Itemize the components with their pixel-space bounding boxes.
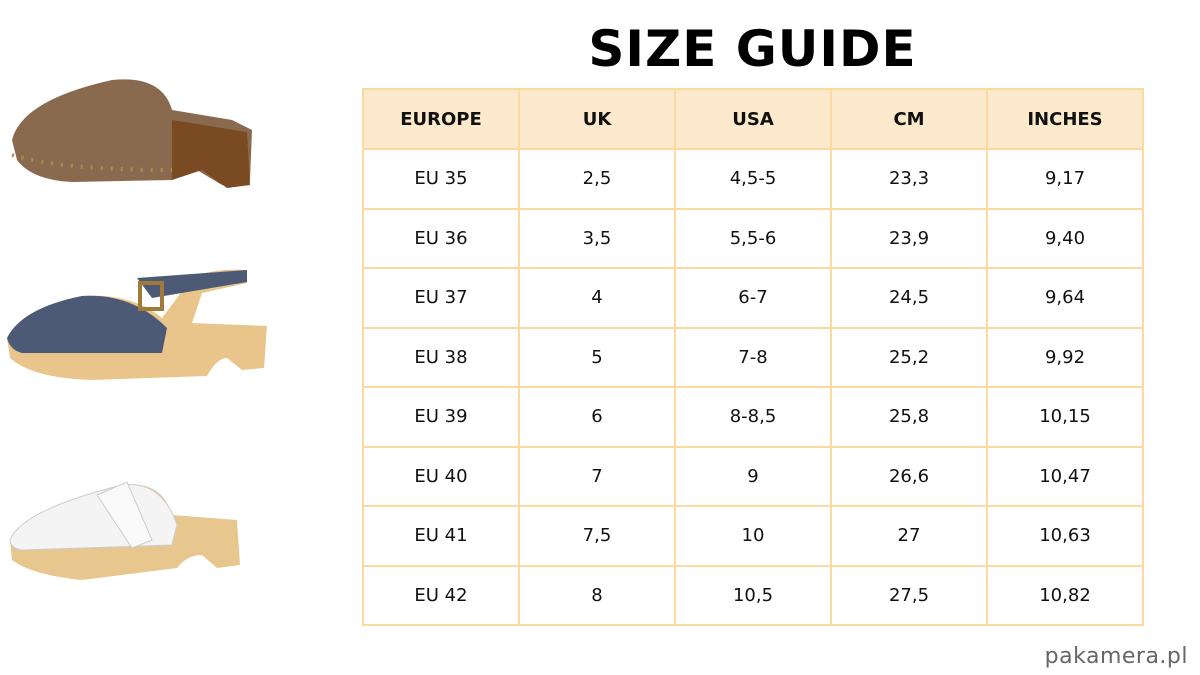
table-row: EU 40 7 9 26,6 10,47 xyxy=(362,445,1144,507)
cell-europe: EU 42 xyxy=(362,564,520,626)
cell-uk: 6 xyxy=(518,386,676,448)
table-row: EU 37 4 6-7 24,5 9,64 xyxy=(362,267,1144,329)
header-usa: USA xyxy=(674,88,832,150)
cell-uk: 4 xyxy=(518,267,676,329)
cell-europe: EU 37 xyxy=(362,267,520,329)
cell-europe: EU 40 xyxy=(362,445,520,507)
cell-cm: 23,9 xyxy=(830,207,988,269)
cell-europe: EU 35 xyxy=(362,148,520,210)
cell-inches: 9,64 xyxy=(986,267,1144,329)
table-row: EU 41 7,5 10 27 10,63 xyxy=(362,505,1144,567)
header-cm: CM xyxy=(830,88,988,150)
cell-usa: 9 xyxy=(674,445,832,507)
cell-uk: 7 xyxy=(518,445,676,507)
table-row: EU 39 6 8-8,5 25,8 10,15 xyxy=(362,386,1144,448)
table-header-row: EUROPE UK USA CM INCHES xyxy=(362,88,1144,150)
cell-inches: 10,63 xyxy=(986,505,1144,567)
cell-cm: 24,5 xyxy=(830,267,988,329)
pakamera-watermark: pakamera.pl xyxy=(1044,644,1188,669)
header-europe: EUROPE xyxy=(362,88,520,150)
cell-uk: 8 xyxy=(518,564,676,626)
cell-cm: 23,3 xyxy=(830,148,988,210)
cell-inches: 9,40 xyxy=(986,207,1144,269)
cell-cm: 25,2 xyxy=(830,326,988,388)
cell-uk: 5 xyxy=(518,326,676,388)
cell-europe: EU 38 xyxy=(362,326,520,388)
cell-usa: 7-8 xyxy=(674,326,832,388)
cell-usa: 4,5-5 xyxy=(674,148,832,210)
table-row: EU 35 2,5 4,5-5 23,3 9,17 xyxy=(362,148,1144,210)
cell-usa: 10,5 xyxy=(674,564,832,626)
cell-usa: 8-8,5 xyxy=(674,386,832,448)
table-row: EU 42 8 10,5 27,5 10,82 xyxy=(362,564,1144,626)
cell-inches: 10,47 xyxy=(986,445,1144,507)
cell-uk: 3,5 xyxy=(518,207,676,269)
cell-europe: EU 41 xyxy=(362,505,520,567)
cell-uk: 7,5 xyxy=(518,505,676,567)
page-title: SIZE GUIDE xyxy=(588,20,917,78)
cell-uk: 2,5 xyxy=(518,148,676,210)
blue-sandal-clog-image xyxy=(7,269,267,380)
cell-cm: 26,6 xyxy=(830,445,988,507)
brown-clog-image xyxy=(11,79,252,188)
cell-cm: 27 xyxy=(830,505,988,567)
header-uk: UK xyxy=(518,88,676,150)
header-inches: INCHES xyxy=(986,88,1144,150)
cell-inches: 9,92 xyxy=(986,326,1144,388)
table-row: EU 36 3,5 5,5-6 23,9 9,40 xyxy=(362,207,1144,269)
cell-europe: EU 36 xyxy=(362,207,520,269)
cell-usa: 6-7 xyxy=(674,267,832,329)
cell-usa: 10 xyxy=(674,505,832,567)
size-guide-table: EUROPE UK USA CM INCHES EU 35 2,5 4,5-5 23,… xyxy=(362,88,1144,626)
cell-inches: 10,15 xyxy=(986,386,1144,448)
table-row: EU 38 5 7-8 25,2 9,92 xyxy=(362,326,1144,388)
cell-inches: 9,17 xyxy=(986,148,1144,210)
white-clog-image xyxy=(9,481,240,580)
cell-cm: 25,8 xyxy=(830,386,988,448)
cell-inches: 10,82 xyxy=(986,564,1144,626)
cell-usa: 5,5-6 xyxy=(674,207,832,269)
cell-cm: 27,5 xyxy=(830,564,988,626)
cell-europe: EU 39 xyxy=(362,386,520,448)
